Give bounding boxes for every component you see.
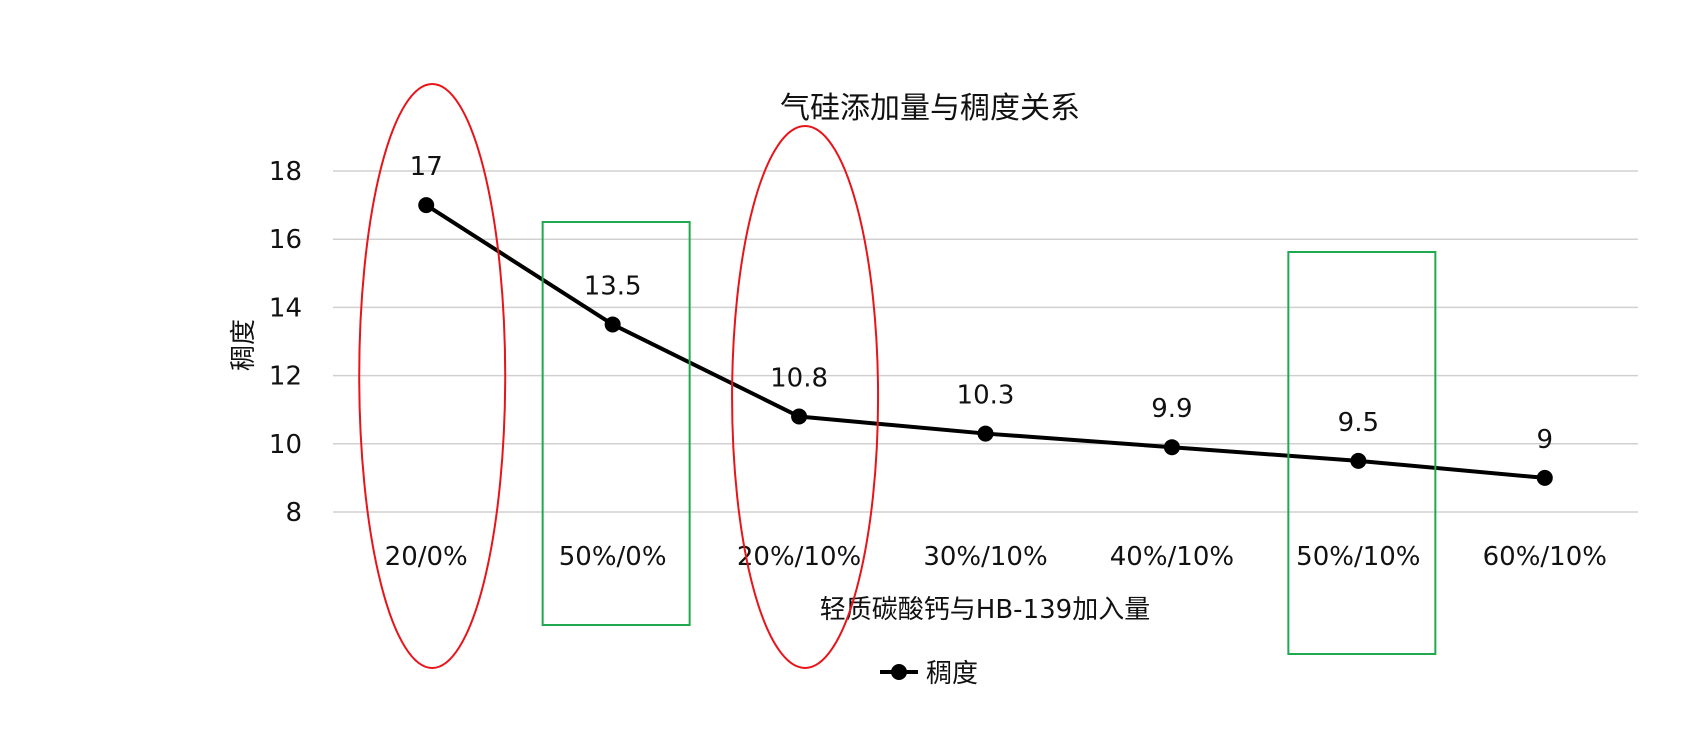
- x-axis-label: 轻质碳酸钙与HB-139加入量: [820, 595, 1150, 625]
- y-axis-label: 稠度: [229, 319, 259, 371]
- legend: 稠度: [880, 659, 978, 689]
- x-tick-label: 20%/10%: [737, 542, 861, 572]
- data-points: [418, 197, 1553, 486]
- legend-label: 稠度: [926, 659, 978, 689]
- data-label: 10.8: [770, 364, 828, 394]
- annotation-ellipse: [731, 125, 880, 669]
- data-label: 9.9: [1151, 394, 1192, 424]
- data-point: [1163, 439, 1180, 456]
- y-axis-ticks: 8 10 12 14 16 18: [269, 157, 302, 528]
- legend-marker-swatch: [891, 664, 907, 680]
- x-tick-label: 40%/10%: [1110, 542, 1234, 572]
- annotations: [358, 83, 1437, 669]
- data-point: [977, 425, 994, 442]
- annotation-rectangle: [1287, 251, 1437, 655]
- data-labels: 17 13.5 10.8 10.3 9.9 9.5 9: [410, 152, 1553, 455]
- y-tick-label: 12: [269, 362, 302, 392]
- data-label: 17: [410, 152, 443, 182]
- data-point: [1536, 469, 1553, 486]
- chart-title: 气硅添加量与稠度关系: [780, 91, 1080, 126]
- annotation-rectangle: [541, 221, 691, 626]
- x-tick-label: 60%/10%: [1483, 542, 1607, 572]
- x-tick-label: 30%/10%: [923, 542, 1047, 572]
- y-tick-label: 18: [269, 157, 302, 187]
- y-tick-label: 10: [269, 430, 302, 460]
- data-point: [791, 408, 808, 425]
- y-tick-label: 8: [285, 498, 302, 528]
- data-label: 9.5: [1338, 408, 1379, 438]
- data-label: 10.3: [957, 381, 1015, 411]
- data-point: [1350, 452, 1367, 469]
- data-label: 13.5: [584, 271, 642, 301]
- x-axis-ticks: 20/0% 50%/0% 20%/10% 30%/10% 40%/10% 50%/10% 6…: [385, 542, 1607, 572]
- annotation-ellipse: [358, 83, 507, 669]
- x-tick-label: 50%/0%: [559, 542, 667, 572]
- x-tick-label: 50%/10%: [1296, 542, 1420, 572]
- x-tick-label: 20/0%: [385, 542, 468, 572]
- gridlines: [333, 170, 1638, 513]
- data-point: [418, 197, 435, 214]
- data-point: [604, 316, 621, 333]
- y-tick-label: 16: [269, 225, 302, 255]
- data-label: 9: [1537, 425, 1554, 455]
- y-tick-label: 14: [269, 293, 302, 323]
